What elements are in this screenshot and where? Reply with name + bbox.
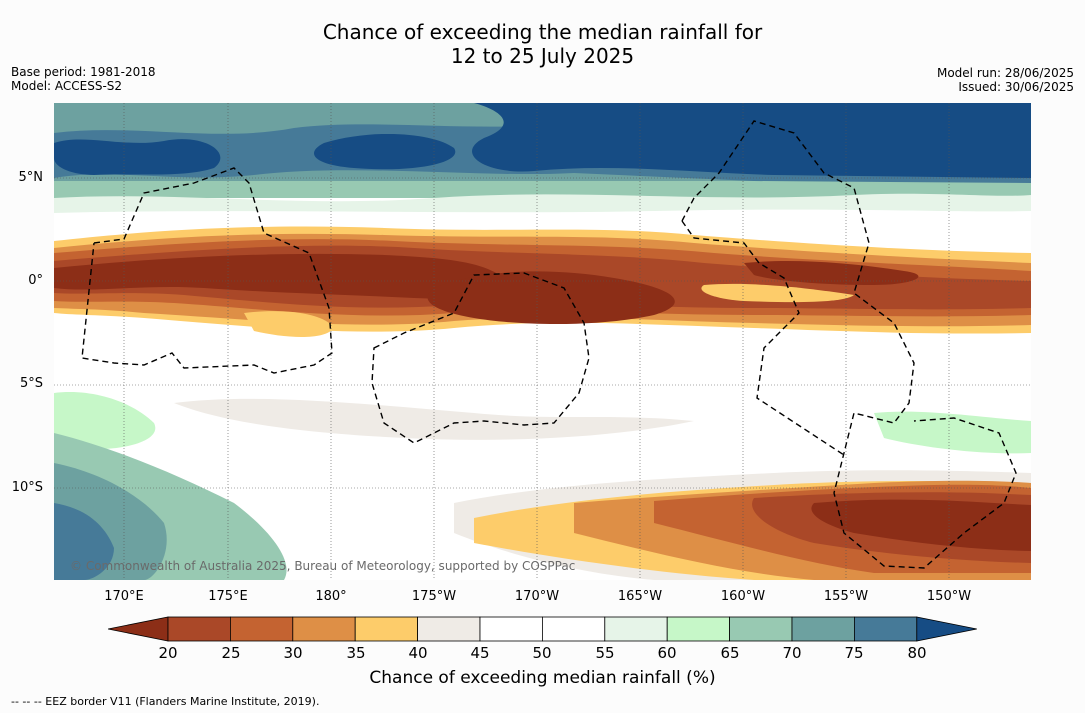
- model-run: Model run: 28/06/2025: [936, 66, 1074, 80]
- colorbar-segment: [604, 616, 668, 642]
- cb-tick-75: 75: [844, 644, 864, 662]
- lat-label-0: 0°: [28, 273, 43, 288]
- lon-label-175w: 175°W: [411, 589, 457, 604]
- equatorial-dark-core-east: [744, 260, 919, 285]
- meta-right: Model run: 28/06/2025 Issued: 30/06/2025: [937, 66, 1074, 94]
- cb-tick-35: 35: [346, 644, 366, 662]
- cb-tick-65: 65: [720, 644, 740, 662]
- colorbar-segment: [292, 616, 356, 642]
- colorbar-arrow-low: [107, 616, 169, 642]
- cb-tick-60: 60: [657, 644, 677, 662]
- rainfall-map: [54, 103, 1031, 580]
- cb-tick-25: 25: [221, 644, 241, 662]
- colorbar-segment: [167, 616, 231, 642]
- cb-tick-40: 40: [408, 644, 428, 662]
- southwest-green-patch: [54, 392, 156, 450]
- pocket-yellow: [701, 283, 854, 303]
- colorbar-label: Chance of exceeding median rainfall (%): [369, 668, 716, 688]
- cb-tick-55: 55: [595, 644, 615, 662]
- copyright-notice: © Commonwealth of Australia 2025, Bureau…: [70, 559, 576, 573]
- lat-label-5n: 5°N: [18, 170, 44, 185]
- base-period: Base period: 1981-2018: [11, 65, 156, 79]
- model-name: Model: ACCESS-S2: [11, 79, 123, 93]
- north-dark-blue: [472, 103, 1031, 178]
- lon-label-170w: 170°W: [514, 589, 560, 604]
- pocket-yellow-west: [244, 311, 334, 337]
- title-line-1: Chance of exceeding the median rainfall …: [322, 20, 763, 44]
- equatorial-dark-core-west: [54, 253, 510, 299]
- colorbar-svg: [107, 616, 977, 642]
- lat-label-5s: 5°S: [19, 376, 43, 391]
- cb-tick-50: 50: [532, 644, 552, 662]
- eez-footnote: -- -- -- EEZ border V11 (Flanders Marine…: [11, 695, 320, 708]
- lon-label-155w: 155°W: [823, 589, 869, 604]
- title-line-2: 12 to 25 July 2025: [450, 44, 635, 68]
- issued-date: Issued: 30/06/2025: [958, 80, 1074, 94]
- gridlines: [54, 103, 1031, 580]
- meta-left: Base period: 1981-2018 Model: ACCESS-S2: [11, 65, 156, 93]
- map-svg: [54, 103, 1031, 580]
- cb-tick-70: 70: [782, 644, 802, 662]
- colorbar-segment: [791, 616, 855, 642]
- cb-tick-45: 45: [470, 644, 490, 662]
- colorbar-segment: [417, 616, 481, 642]
- colorbar-segment: [729, 616, 793, 642]
- colorbar-arrow-high: [916, 616, 977, 642]
- north-central-dark-blue: [314, 133, 456, 170]
- lon-label-165w: 165°W: [617, 589, 663, 604]
- colorbar-segment: [230, 616, 294, 642]
- eez-borders: [81, 120, 1017, 569]
- cb-tick-20: 20: [158, 644, 178, 662]
- lat-label-10s: 10°S: [11, 480, 43, 495]
- colorbar-segment: [479, 616, 543, 642]
- south-white-zone: [54, 333, 1031, 473]
- colorbar-segment: [541, 616, 606, 642]
- lon-label-175e: 175°E: [208, 589, 248, 604]
- lon-label-180: 180°: [315, 589, 347, 604]
- southwest-blue-region: [54, 503, 114, 580]
- cb-tick-80: 80: [907, 644, 927, 662]
- south-dark-core: [811, 499, 1031, 551]
- south-green-patch-east: [874, 411, 1031, 454]
- colorbar: [107, 616, 978, 646]
- colorbar-segment: [854, 616, 918, 642]
- lon-label-150w: 150°W: [926, 589, 972, 604]
- colorbar-segment: [354, 616, 418, 642]
- south-pale-patch: [174, 398, 694, 440]
- map-title: Chance of exceeding the median rainfall …: [0, 20, 1085, 68]
- equatorial-dark-core-central: [427, 271, 675, 324]
- lon-label-170e: 170°E: [104, 589, 144, 604]
- colorbar-segment: [666, 616, 731, 642]
- lon-label-160w: 160°W: [720, 589, 766, 604]
- northwest-dark-blue: [54, 139, 221, 175]
- cb-tick-30: 30: [283, 644, 303, 662]
